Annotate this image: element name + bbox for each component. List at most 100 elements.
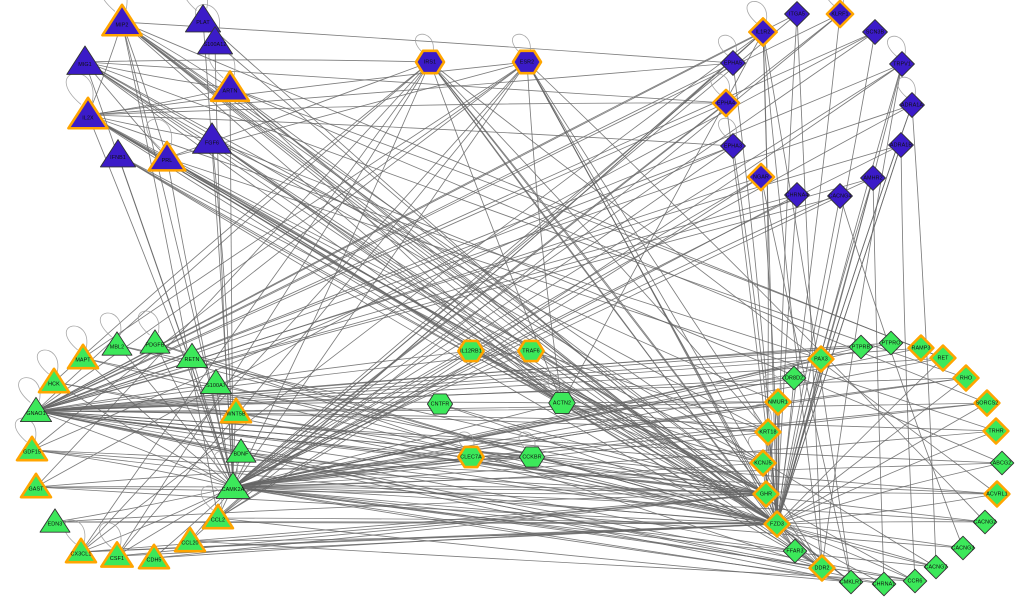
graph-edge [229,87,988,404]
self-loop-edge [99,312,122,338]
graph-node-irs1[interactable] [414,49,446,75]
graph-node-ngar[interactable] [746,162,776,192]
graph-node-prl[interactable] [147,140,187,172]
graph-node-plat[interactable] [184,4,222,33]
graph-node-s100a7[interactable] [199,368,233,395]
graph-node-ccr6[interactable] [902,568,928,594]
self-loop-layer [14,0,916,548]
graph-edge [87,114,916,582]
graph-node-clec7a[interactable] [457,445,485,469]
self-loop-edge [748,434,767,457]
graph-edge [154,342,234,488]
graph-node-cacng7[interactable] [923,554,949,580]
graph-node-gast[interactable] [19,472,53,499]
graph-node-cckbr[interactable] [518,446,546,468]
graph-node-mip2[interactable] [101,3,143,37]
graph-node-cacng2[interactable] [972,509,998,535]
graph-node-pax3[interactable] [807,345,835,373]
graph-edge [35,176,762,412]
graph-edge [439,403,767,495]
graph-node-cacng4[interactable] [827,183,853,209]
graph-node-ramp3[interactable] [907,334,935,362]
graph-node-gnao1[interactable] [19,396,53,423]
graph-edge [82,61,528,359]
self-loop-edge [710,73,730,96]
graph-node-ccl20[interactable] [173,526,207,553]
graph-node-fgf6[interactable] [192,122,232,154]
graph-node-bdnf[interactable] [225,438,257,463]
graph-edge [776,63,903,525]
graph-node-ptpro[interactable] [878,330,904,356]
graph-node-wnt5b[interactable] [219,397,253,424]
graph-edge [53,381,767,495]
graph-node-chrna1[interactable] [871,571,897,597]
graph-node-ghr[interactable] [752,480,780,508]
graph-node-klrf1[interactable] [825,0,855,29]
graph-node-trhr[interactable] [982,417,1010,445]
graph-node-mbl2[interactable] [101,331,133,356]
graph-node-ifnb1[interactable] [99,139,137,168]
graph-node-ccl2[interactable] [201,503,235,530]
graph-node-trpv1[interactable] [889,51,915,77]
graph-edge [211,139,234,488]
graph-node-epha4[interactable] [711,88,741,118]
graph-node-mapt[interactable] [66,343,100,370]
graph-node-rho[interactable] [952,364,980,392]
graph-node-pdgfb[interactable] [139,329,171,354]
graph-node-acvrl1[interactable] [983,480,1011,508]
graph-node-actn2[interactable] [548,391,576,415]
node-layer[interactable] [15,0,1015,597]
graph-edge [232,486,823,569]
graph-node-adra1b[interactable] [888,132,914,158]
graph-node-scn3b[interactable] [862,19,888,45]
graph-edge [84,61,967,379]
graph-node-itga5[interactable] [784,1,810,27]
graph-node-cntfr[interactable] [426,393,454,415]
graph-node-fzd3[interactable] [763,510,791,538]
graph-node-sorcs2[interactable] [973,389,1001,417]
graph-edge [561,31,764,404]
graph-node-amhr2[interactable] [860,165,886,191]
graph-node-csf1[interactable] [100,541,134,568]
graph-edge [116,61,431,557]
graph-node-epha5[interactable] [720,50,746,76]
graph-node-krt18[interactable] [754,418,782,446]
graph-edge [470,350,767,495]
graph-node-cx3cl1[interactable] [64,537,98,564]
graph-node-ret[interactable] [929,344,957,372]
graph-edge [561,401,779,404]
graph-node-abcg2[interactable] [989,450,1015,476]
graph-node-cdh5[interactable] [137,543,171,570]
graph-node-edn3[interactable] [39,508,71,533]
graph-node-cmklr1[interactable] [838,569,864,595]
graph-node-mig1[interactable] [66,45,104,75]
graph-edge [776,402,988,525]
graph-node-or8d2[interactable] [781,365,807,391]
graph-node-il12rb1[interactable] [457,339,485,363]
graph-node-retn[interactable] [175,342,209,369]
graph-node-il1r2[interactable] [748,17,778,47]
graph-node-hck[interactable] [37,367,71,394]
graph-node-camk2a[interactable] [215,471,251,499]
graph-node-artn[interactable] [209,70,251,103]
graph-node-gdf15[interactable] [15,435,49,462]
graph-node-esr2[interactable] [511,49,543,75]
graph-edge [911,104,937,568]
graph-node-adra1a[interactable] [899,92,925,118]
edge-layer [31,13,1003,585]
graph-edge [760,176,852,583]
graph-node-s100a12[interactable] [196,26,234,55]
graph-node-ddr2[interactable] [808,554,836,582]
graph-node-epha3[interactable] [720,133,746,159]
graph-node-il2x[interactable] [67,96,109,130]
graph-node-ptprb[interactable] [848,334,874,360]
graph-node-traf6[interactable] [517,339,545,363]
graph-node-nmur1[interactable] [764,388,792,416]
graph-node-kcnj5[interactable] [749,449,777,477]
graph-node-ffar3[interactable] [782,538,808,564]
graph-edge [35,410,997,432]
graph-node-cacng3[interactable] [950,535,976,561]
graph-node-chrna4[interactable] [784,182,810,208]
